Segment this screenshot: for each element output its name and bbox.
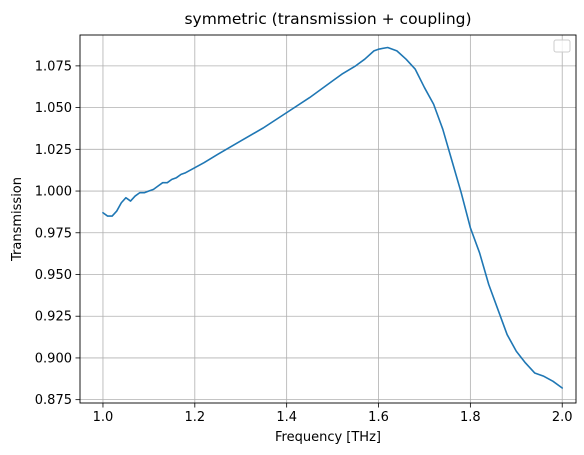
legend-box: [553, 39, 571, 53]
y-tick-label: 1.000: [35, 185, 72, 200]
x-tick-label: 2.0: [552, 410, 573, 425]
y-tick-label: 0.875: [35, 393, 72, 408]
series-layer: [102, 46, 564, 389]
grid-lines: [80, 35, 576, 403]
y-axis-label: Transmission: [10, 177, 25, 262]
y-tick-label: 0.900: [35, 351, 72, 366]
y-tick-label: 0.925: [35, 310, 72, 325]
y-tick-label: 0.975: [35, 226, 72, 241]
plot-area-frame: [79, 34, 577, 404]
x-tick-label: 1.0: [93, 410, 114, 425]
series-line: [102, 46, 564, 389]
axis-ticks: 1.0 1.2 1.4 1.6 1.8 2.0 0.875 0.900 0.925 0.950 0.…: [35, 59, 573, 425]
y-tick-label: 0.950: [35, 268, 72, 283]
y-tick-label: 1.075: [35, 59, 72, 74]
x-tick-label: 1.6: [368, 410, 389, 425]
chart-title: symmetric (transmission + coupling): [184, 10, 471, 28]
y-tick-label: 1.050: [35, 101, 72, 116]
x-tick-label: 1.4: [276, 410, 297, 425]
x-tick-label: 1.8: [460, 410, 481, 425]
x-tick-label: 1.2: [184, 410, 205, 425]
x-axis-label: Frequency [THz]: [275, 430, 381, 445]
y-tick-label: 1.025: [35, 143, 72, 158]
